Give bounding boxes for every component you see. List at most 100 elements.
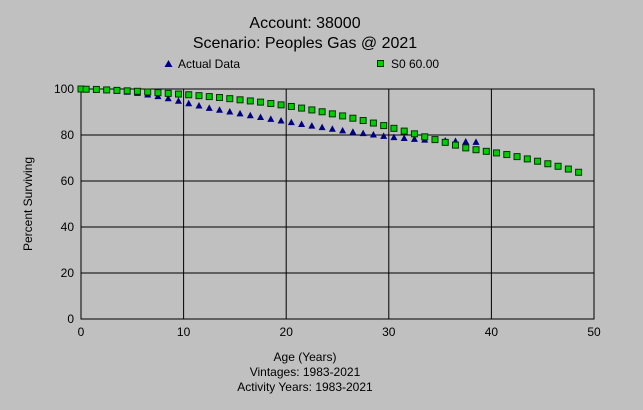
chart-subtitle: Scenario: Peoples Gas @ 2021	[193, 35, 417, 52]
data-point-square	[277, 101, 285, 109]
data-point-square	[441, 138, 449, 146]
data-point-square	[144, 88, 152, 96]
data-point-square	[554, 162, 562, 170]
data-point-triangle	[185, 99, 193, 107]
legend-marker-triangle-icon	[164, 60, 173, 67]
data-point-triangle	[410, 135, 418, 142]
data-points	[77, 85, 583, 176]
data-point-square	[318, 108, 326, 116]
data-point-square	[328, 110, 336, 118]
data-point-square	[298, 104, 306, 112]
data-point-triangle	[472, 138, 480, 145]
data-point-square	[493, 149, 501, 157]
data-point-triangle	[267, 115, 275, 122]
data-point-square	[431, 136, 439, 144]
data-point-square	[205, 93, 213, 101]
y-tick-label: 100	[54, 82, 74, 96]
x-tick-label: 20	[280, 325, 294, 339]
data-point-triangle	[287, 118, 295, 126]
legend-label-s0-60: S0 60.00	[391, 57, 439, 71]
data-point-square	[82, 85, 90, 93]
vintages-note: Vintages: 1983-2021	[250, 365, 361, 379]
data-point-square	[534, 157, 542, 165]
y-tick-label: 60	[61, 174, 75, 188]
data-point-square	[216, 94, 224, 102]
data-point-square	[185, 91, 193, 99]
data-point-square	[390, 124, 398, 132]
data-point-square	[410, 130, 418, 138]
data-point-square	[544, 160, 552, 168]
data-point-square	[451, 141, 459, 149]
activity-years-note: Activity Years: 1983-2021	[237, 380, 373, 394]
data-point-triangle	[339, 126, 347, 134]
data-point-square	[195, 92, 203, 100]
data-point-square	[103, 86, 111, 94]
data-point-triangle	[277, 117, 285, 124]
plot-area	[80, 88, 595, 320]
data-point-square	[482, 147, 490, 155]
data-point-square	[226, 95, 234, 103]
x-axis-label: Age (Years)	[274, 350, 337, 364]
data-point-square	[380, 122, 388, 130]
data-point-square	[472, 146, 480, 154]
data-point-square	[236, 96, 244, 104]
x-tick-label: 0	[78, 325, 85, 339]
data-point-triangle	[369, 131, 377, 138]
data-point-square	[123, 87, 131, 95]
grid	[81, 89, 594, 319]
y-axis-label: Percent Surviving	[21, 157, 35, 251]
legend: Actual Data S0 60.00	[164, 57, 439, 71]
data-point-triangle	[195, 102, 203, 109]
y-tick-label: 0	[67, 312, 74, 326]
data-point-triangle	[216, 106, 224, 113]
data-point-triangle	[298, 120, 306, 127]
data-point-square	[287, 102, 295, 110]
legend-marker-square-icon	[377, 60, 384, 67]
data-point-square	[339, 112, 347, 120]
data-point-triangle	[236, 109, 244, 117]
data-point-square	[154, 89, 162, 97]
data-point-square	[523, 155, 531, 163]
y-tick-label: 20	[61, 266, 75, 280]
data-point-square	[133, 87, 141, 95]
x-tick-label: 10	[177, 325, 191, 339]
legend-label-actual-data: Actual Data	[178, 57, 240, 71]
data-point-square	[503, 151, 511, 159]
y-tick-label: 80	[61, 128, 75, 142]
x-tick-label: 30	[382, 325, 396, 339]
data-point-triangle	[174, 97, 182, 104]
data-point-square	[267, 99, 275, 107]
data-point-square	[421, 133, 429, 141]
x-tick-label: 40	[485, 325, 499, 339]
chart-title: Account: 38000	[249, 15, 360, 32]
data-point-square	[369, 119, 377, 127]
data-point-square	[174, 90, 182, 98]
y-tick-label: 40	[61, 220, 75, 234]
data-point-triangle	[246, 111, 254, 119]
series-s0-60	[77, 85, 583, 176]
data-point-square	[246, 97, 254, 105]
data-point-triangle	[462, 137, 470, 145]
x-tick-label: 50	[587, 325, 601, 339]
data-point-triangle	[318, 123, 326, 131]
data-point-square	[308, 106, 316, 114]
tick-labels: 0 10 20 30 40 50 0 20 40 60 80 100	[54, 82, 601, 339]
data-point-triangle	[257, 113, 265, 121]
data-point-square	[400, 127, 408, 135]
data-point-square	[564, 165, 572, 173]
data-point-triangle	[400, 134, 408, 141]
data-point-triangle	[349, 128, 357, 135]
data-point-square	[257, 98, 265, 106]
data-point-square	[575, 168, 583, 176]
data-point-square	[164, 89, 172, 97]
data-point-square	[92, 85, 100, 93]
data-point-triangle	[226, 108, 234, 115]
data-point-triangle	[380, 132, 388, 139]
data-point-triangle	[308, 122, 316, 129]
data-point-square	[113, 86, 121, 94]
data-point-triangle	[328, 125, 336, 132]
data-point-triangle	[205, 104, 213, 111]
data-point-triangle	[390, 133, 398, 141]
